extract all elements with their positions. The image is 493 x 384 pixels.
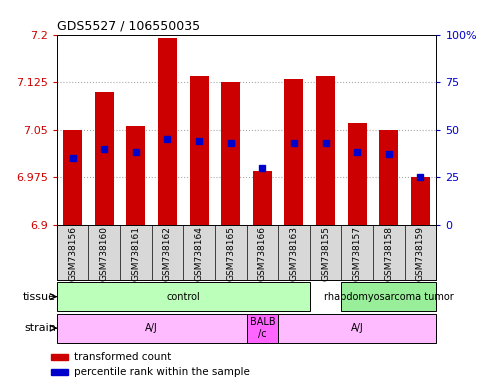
- Text: GSM738165: GSM738165: [226, 226, 235, 281]
- Bar: [246, 314, 278, 343]
- Text: GSM738161: GSM738161: [131, 226, 141, 281]
- Bar: [189, 76, 209, 225]
- Bar: [63, 129, 82, 225]
- Bar: [221, 82, 240, 225]
- Bar: [51, 354, 68, 360]
- Bar: [341, 282, 436, 311]
- Bar: [411, 177, 430, 225]
- Bar: [95, 91, 113, 225]
- Text: GSM738159: GSM738159: [416, 226, 425, 281]
- Text: transformed count: transformed count: [74, 352, 172, 362]
- Bar: [253, 171, 272, 225]
- Text: GSM738156: GSM738156: [68, 226, 77, 281]
- Bar: [51, 369, 68, 375]
- Text: GSM738158: GSM738158: [385, 226, 393, 281]
- Text: GSM738162: GSM738162: [163, 226, 172, 281]
- Text: percentile rank within the sample: percentile rank within the sample: [74, 367, 250, 377]
- Text: BALB
/c: BALB /c: [249, 317, 275, 339]
- Bar: [348, 123, 367, 225]
- Text: GSM738157: GSM738157: [352, 226, 362, 281]
- Text: GSM738160: GSM738160: [100, 226, 108, 281]
- Text: tissue: tissue: [23, 291, 56, 302]
- Bar: [284, 79, 304, 225]
- Text: rhabdomyosarcoma tumor: rhabdomyosarcoma tumor: [324, 291, 454, 302]
- Text: strain: strain: [24, 323, 56, 333]
- Bar: [57, 314, 246, 343]
- Bar: [126, 126, 145, 225]
- Text: GSM738155: GSM738155: [321, 226, 330, 281]
- Text: A/J: A/J: [145, 323, 158, 333]
- Text: GSM738166: GSM738166: [258, 226, 267, 281]
- Bar: [57, 282, 310, 311]
- Bar: [158, 38, 177, 225]
- Bar: [316, 76, 335, 225]
- Text: control: control: [166, 291, 200, 302]
- Text: GSM738164: GSM738164: [195, 226, 204, 281]
- Bar: [278, 314, 436, 343]
- Text: GDS5527 / 106550035: GDS5527 / 106550035: [57, 19, 200, 32]
- Text: GSM738163: GSM738163: [289, 226, 298, 281]
- Bar: [380, 129, 398, 225]
- Text: A/J: A/J: [351, 323, 364, 333]
